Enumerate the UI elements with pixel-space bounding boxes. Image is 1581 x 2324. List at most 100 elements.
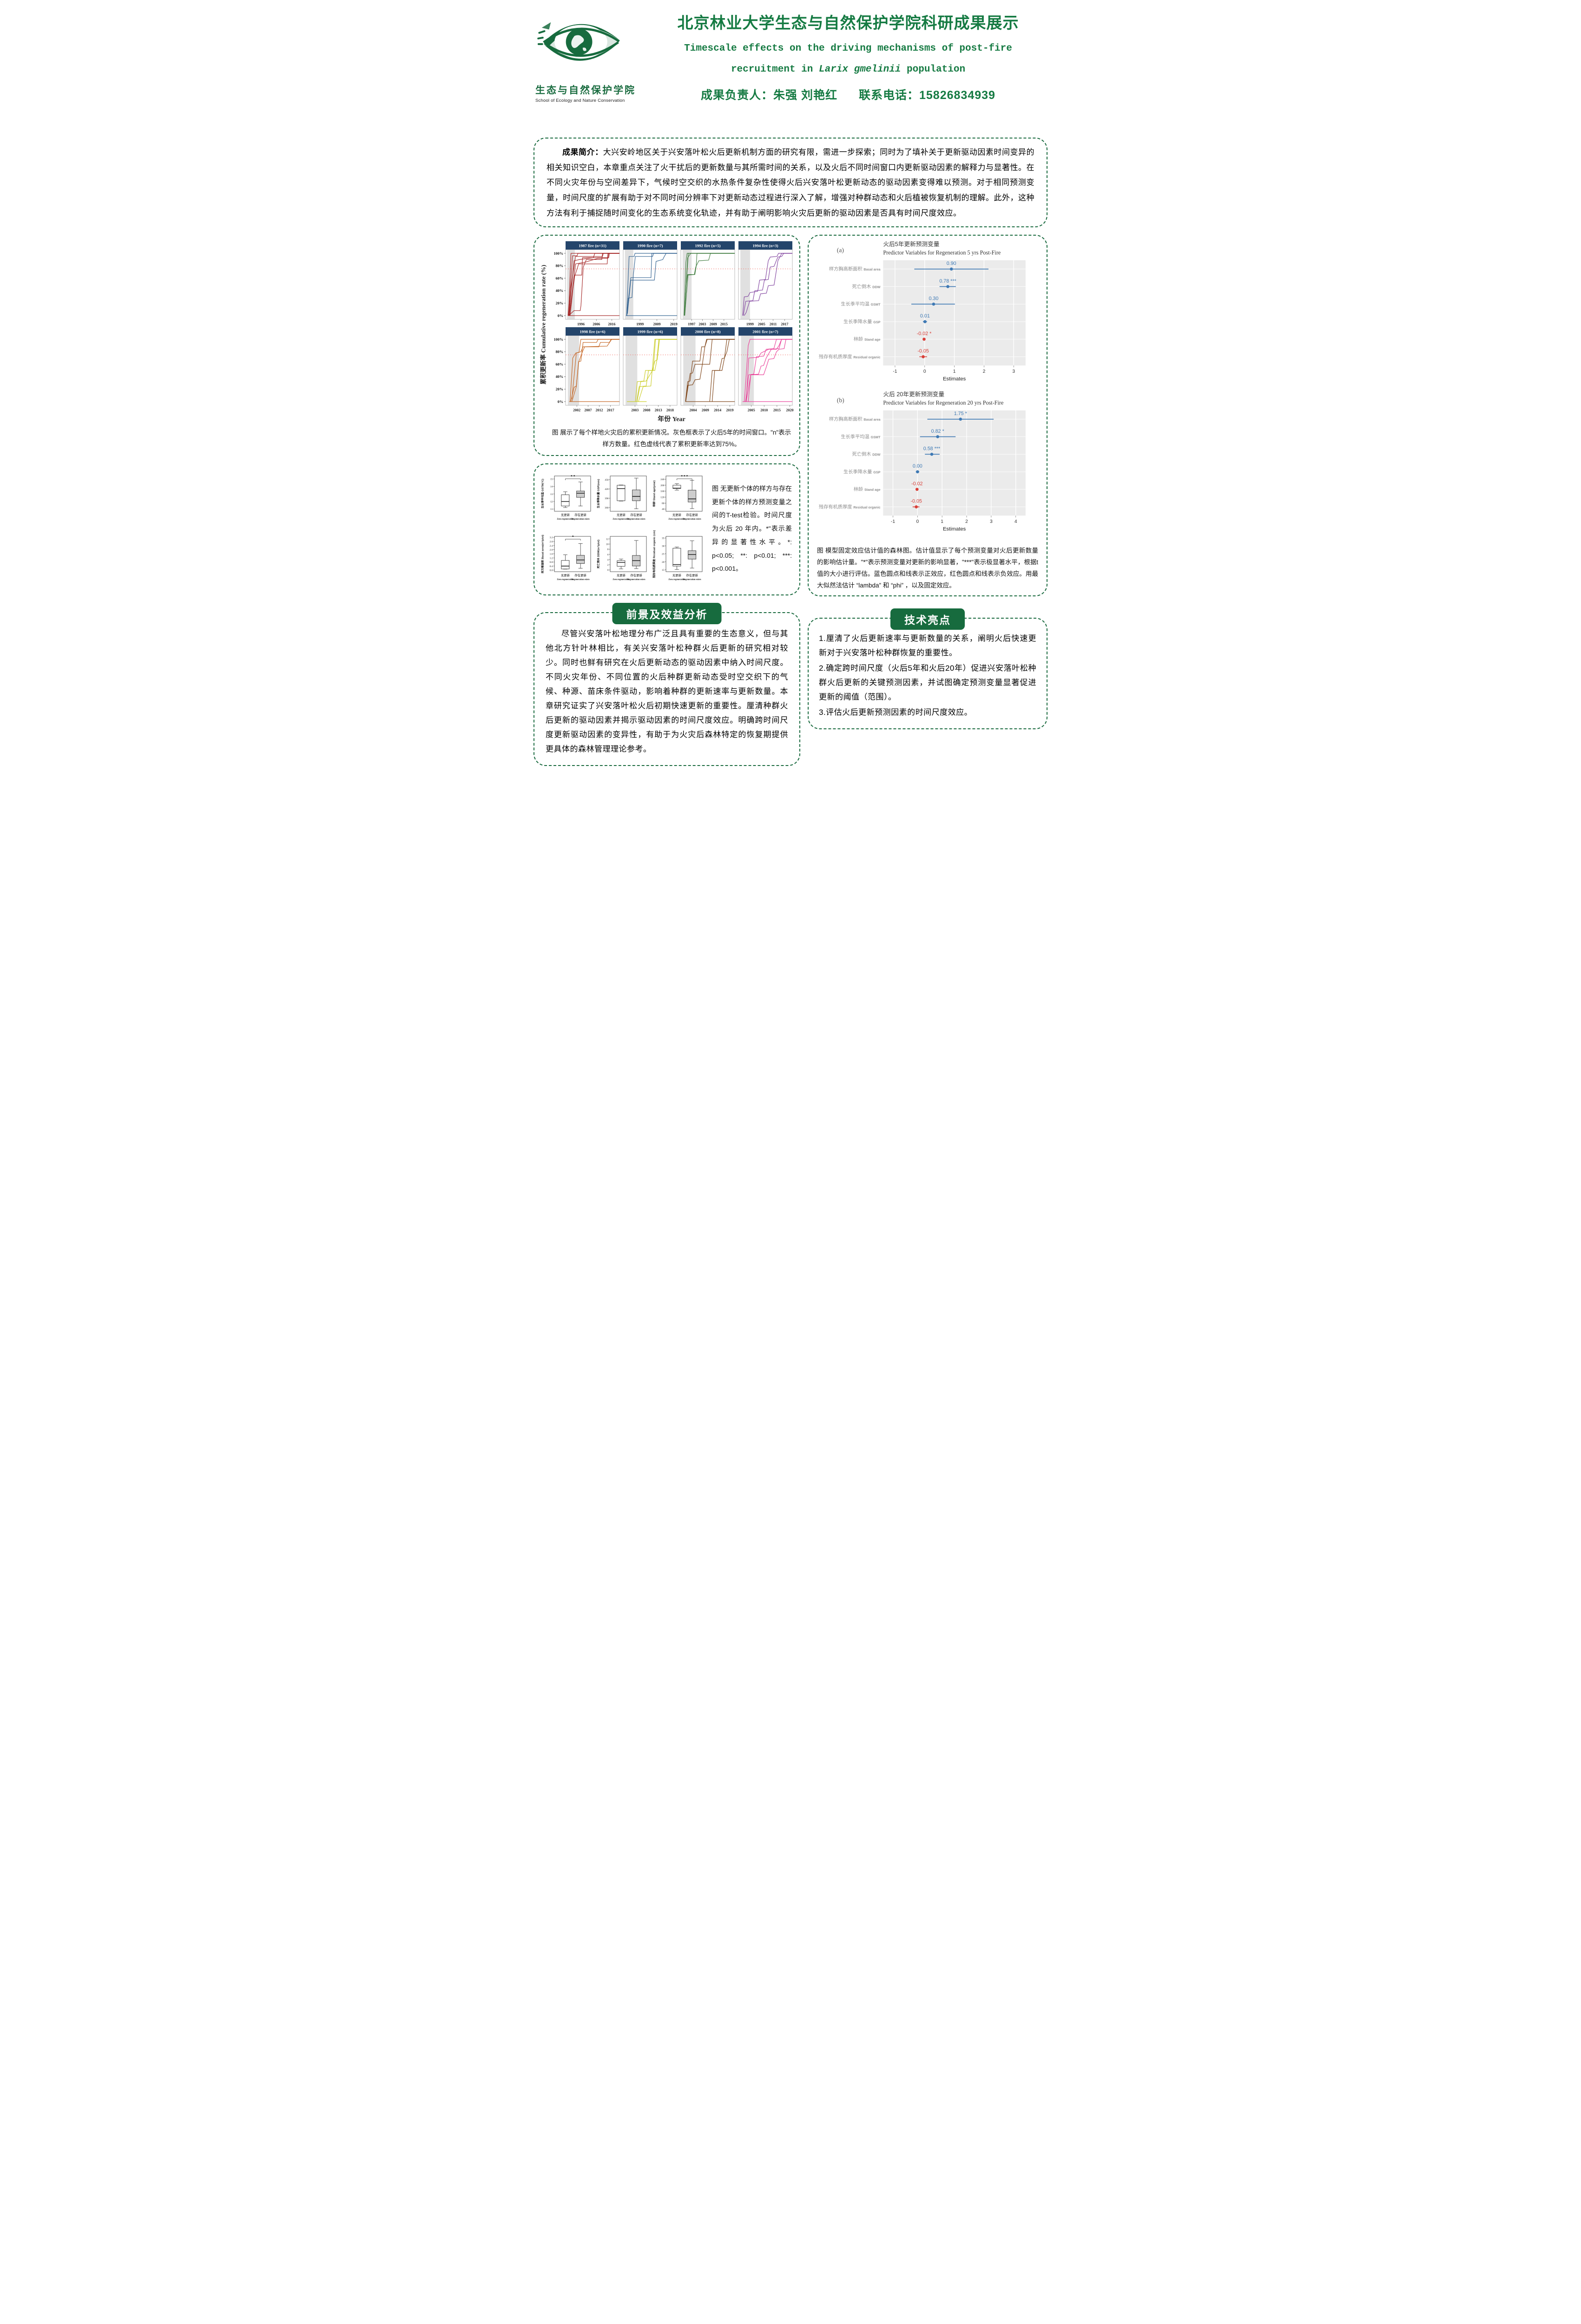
svg-text:2017: 2017 (781, 322, 788, 326)
svg-text:存在更新: 存在更新 (574, 573, 586, 577)
svg-text:1: 1 (953, 369, 956, 374)
svg-text:Regeneration exists: Regeneration exists (627, 579, 646, 581)
svg-text:(b): (b) (837, 397, 844, 404)
svg-text:生长季降水量 GSP: 生长季降水量 GSP (843, 469, 881, 475)
phone-number: 联系电话：15826834939 (859, 89, 995, 102)
svg-text:1998 fire (n=6): 1998 fire (n=6) (580, 330, 605, 334)
svg-text:40%: 40% (556, 289, 563, 293)
svg-text:2013: 2013 (655, 408, 662, 412)
svg-text:1994 fire (n=3): 1994 fire (n=3) (752, 244, 778, 248)
svg-text:生长季平均温 GSMT: 生长季平均温 GSMT (841, 301, 881, 307)
svg-text:0%: 0% (558, 400, 563, 404)
svg-text:Zero regeneration: Zero regeneration (613, 579, 630, 581)
highlight-item: 3.评估火后更新预测因素的时间尺度效应。 (819, 708, 973, 717)
svg-text:无更新: 无更新 (561, 513, 570, 517)
svg-text:无更新: 无更新 (617, 573, 626, 577)
svg-text:死亡倒木 DDW: 死亡倒木 DDW (852, 451, 880, 457)
svg-text:Zero regeneration: Zero regeneration (668, 518, 685, 521)
svg-text:死亡倒木 DDW(m³/plot): 死亡倒木 DDW(m³/plot) (597, 540, 600, 569)
svg-text:1: 1 (941, 519, 943, 524)
highlight-item: 2.确定跨时间尺度（火后5年和火后20年）促进兴安落叶松种群火后更新的关键预测因… (819, 664, 1036, 702)
svg-text:15: 15 (550, 478, 553, 481)
svg-text:* *: * * (571, 474, 575, 479)
svg-text:2: 2 (983, 369, 986, 374)
svg-text:2007: 2007 (584, 408, 592, 412)
svg-text:存在更新: 存在更新 (574, 513, 586, 517)
svg-text:80%: 80% (556, 264, 563, 268)
forest-plot-figure: (a) 火后5年更新预测变量 Predictor Variables for Reg… (808, 235, 1047, 597)
svg-text:2015: 2015 (773, 408, 781, 412)
svg-text:2011: 2011 (770, 322, 777, 326)
svg-text:残存有机质厚度 Residual organic (cm): 残存有机质厚度 Residual organic (cm) (652, 530, 656, 578)
svg-text:存在更新: 存在更新 (630, 513, 642, 517)
svg-text:20: 20 (662, 561, 665, 564)
poster-header: 生态与自然保护学院 School of Ecology and Nature C… (527, 0, 1054, 136)
svg-text:80: 80 (662, 502, 665, 505)
svg-text:生长季平均温 GSMT: 生长季平均温 GSMT (841, 434, 881, 440)
svg-text:12: 12 (550, 501, 553, 503)
left-column: 累积更新率 Cumulative regeneration rate (%) 1… (534, 235, 800, 766)
svg-text:林龄 Stand age: 林龄 Stand age (854, 486, 881, 492)
svg-text:无更新: 无更新 (672, 573, 682, 577)
content-columns: 累积更新率 Cumulative regeneration rate (%) 1… (534, 235, 1047, 766)
regen-panel: 1990 fire (n=7) 1999 2009 2019 (623, 241, 678, 326)
logo-school-name-en: School of Ecology and Nature Conservatio… (535, 98, 625, 103)
svg-text:1997: 1997 (688, 322, 695, 326)
svg-text:0.78 ***: 0.78 *** (939, 278, 956, 284)
svg-text:2.0: 2.0 (550, 549, 553, 552)
forest-caption: 图 模型固定效应估计值的森林图。估计值显示了每个预测变量对火后更新数量的影响估计… (817, 547, 1038, 589)
svg-text:1996: 1996 (577, 322, 585, 326)
svg-text:120: 120 (660, 496, 665, 499)
svg-text:2004: 2004 (689, 408, 697, 412)
svg-text:0.8: 0.8 (550, 561, 553, 564)
svg-text:林龄 Stand age: 林龄 Stand age (854, 336, 881, 342)
svg-text:*: * (572, 535, 574, 539)
prospect-text: 尽管兴安落叶松地理分布广泛且具有重要的生态意义，但与其他北方针叶林相比，有关兴安… (546, 629, 788, 753)
contact-line: 成果负责人：朱强 刘艳红 联系电话：15826834939 (651, 86, 1046, 103)
school-logo-eye-icon (537, 22, 620, 61)
svg-text:11: 11 (550, 508, 553, 511)
cumulative-regeneration-figure: 累积更新率 Cumulative regeneration rate (%) 1… (534, 235, 800, 456)
svg-text:8: 8 (607, 548, 609, 551)
regen-panel: 1998 fire (n=6) 2002 2007 2012 2017 0% 20% 40% 6… (554, 327, 620, 412)
svg-text:100%: 100% (554, 337, 563, 342)
svg-text:0.0: 0.0 (550, 569, 553, 572)
svg-text:2018: 2018 (666, 408, 674, 412)
svg-text:Regeneration exists: Regeneration exists (683, 579, 701, 581)
svg-text:-0.02 *: -0.02 * (917, 331, 932, 337)
svg-text:-0.05: -0.05 (910, 499, 922, 504)
svg-text:Zero regeneration: Zero regeneration (557, 579, 574, 581)
intro-section: 成果简介：大兴安岭地区关于兴安落叶松火后更新机制方面的研究有限，需进一步探索；同… (534, 138, 1047, 228)
svg-text:2019: 2019 (726, 408, 733, 412)
svg-text:2002: 2002 (573, 408, 580, 412)
svg-text:100%: 100% (554, 251, 563, 256)
svg-text:3: 3 (990, 519, 993, 524)
svg-text:1999: 1999 (636, 322, 644, 326)
svg-text:13: 13 (550, 493, 553, 496)
svg-text:40: 40 (662, 508, 665, 511)
svg-text:10: 10 (606, 543, 609, 546)
regen-x-axis-label: 年份 Year (658, 416, 685, 423)
svg-text:2001 fire (n=7): 2001 fire (n=7) (752, 330, 778, 334)
svg-text:生长季降水量 GSP: 生长季降水量 GSP (843, 319, 881, 325)
svg-text:60%: 60% (556, 277, 563, 281)
svg-text:1987 fire (n=31): 1987 fire (n=31) (579, 244, 606, 248)
svg-text:390: 390 (605, 497, 609, 500)
svg-text:存在更新: 存在更新 (686, 573, 698, 577)
logo-block: 生态与自然保护学院 School of Ecology and Nature C… (535, 7, 651, 136)
svg-text:2019: 2019 (670, 322, 678, 326)
svg-text:1.75 *: 1.75 * (954, 411, 967, 416)
boxplot-grid: 11 12 13 14 15 * * 无更新 Zero regeneration 存在更新 Reg… (540, 470, 706, 590)
regen-y-axis-label: 累积更新率 Cumulative regeneration rate (%) (540, 264, 547, 385)
svg-text:-1: -1 (891, 519, 895, 524)
svg-text:1999 fire (n=6): 1999 fire (n=6) (637, 330, 663, 334)
svg-text:Zero regeneration: Zero regeneration (557, 518, 574, 521)
svg-text:生长季降水量 GSP(mm): 生长季降水量 GSP(mm) (597, 479, 600, 508)
svg-text:死亡倒木 DDW: 死亡倒木 DDW (852, 284, 880, 290)
svg-text:Regeneration exists: Regeneration exists (683, 518, 701, 521)
svg-text:2012: 2012 (596, 408, 603, 412)
svg-text:0.4: 0.4 (550, 565, 553, 568)
svg-text:60%: 60% (556, 363, 563, 367)
svg-text:450: 450 (605, 479, 609, 482)
